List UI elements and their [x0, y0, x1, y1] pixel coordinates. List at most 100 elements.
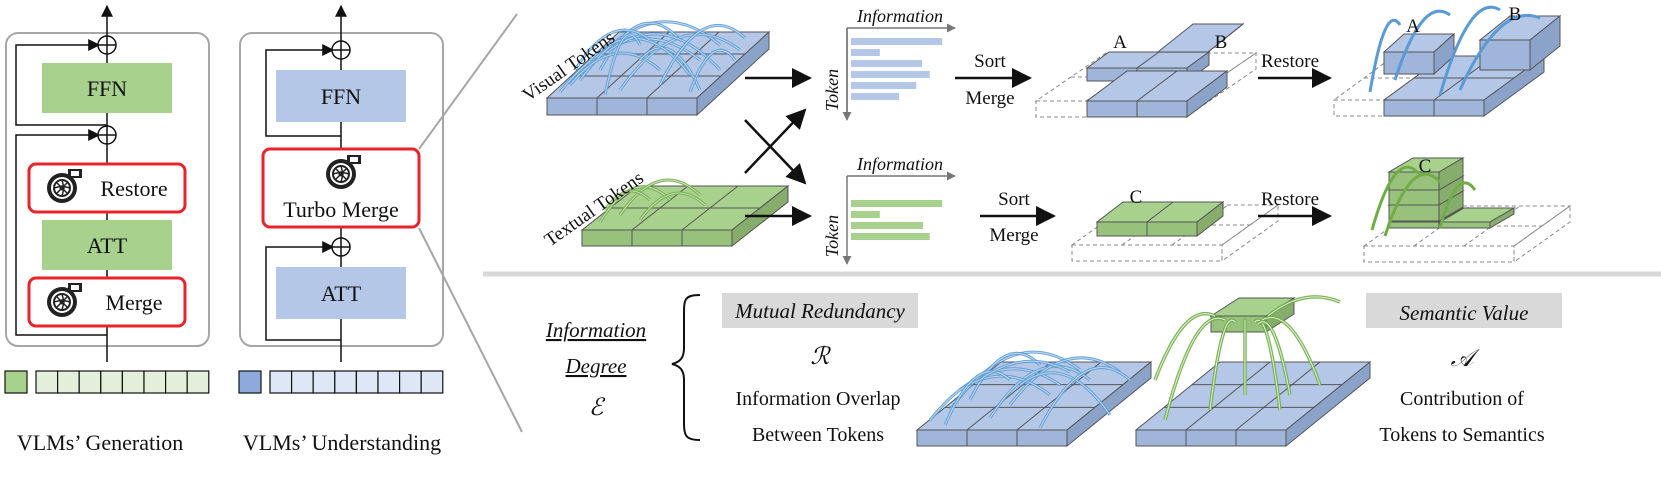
- token-cell: [100, 370, 124, 394]
- textual-merge-label: Merge: [989, 225, 1038, 246]
- attention-link-highlight: [944, 370, 1011, 426]
- semantic-link-highlight: [1254, 319, 1281, 411]
- semantic-link-highlight: [1257, 321, 1291, 396]
- slab-side: [1438, 157, 1464, 191]
- information-bar: [851, 71, 930, 78]
- visual-info-axis-label: Information: [856, 6, 943, 26]
- textual-info-axis-label: Information: [856, 154, 943, 174]
- token-cell: [165, 370, 188, 394]
- flow-arrow: [744, 108, 807, 174]
- und-ffn-label: FFN: [321, 84, 361, 109]
- semantic-desc-line1: Contribution of: [1400, 388, 1524, 410]
- visual-restored-grid: [1332, 5, 1562, 117]
- attention-link-highlight: [599, 186, 671, 223]
- semantic-value-label: Semantic Value: [1400, 301, 1529, 325]
- restored-token-b-label: B: [1509, 4, 1522, 25]
- attention-link: [1370, 165, 1422, 231]
- slab-front: [546, 97, 698, 116]
- slab-side: [1285, 360, 1371, 448]
- textual-information-chart: Information Token: [822, 154, 956, 265]
- visual-information-chart: Information Token: [822, 6, 956, 121]
- slab-front: [1388, 221, 1440, 229]
- token-cell: [291, 370, 314, 394]
- attention-link-highlight: [619, 179, 701, 216]
- information-bar: [851, 38, 943, 45]
- attention-link-highlight: [574, 29, 651, 71]
- understanding-panel: FFN Turbo Merge ATT VLMs’ Understanding: [238, 4, 444, 455]
- attention-link: [1438, 181, 1477, 229]
- token-cell: [143, 370, 167, 394]
- textual-token-axis-label: Token: [822, 215, 842, 257]
- attention-link-highlight: [639, 192, 706, 221]
- information-bar: [851, 211, 880, 218]
- attention-link: [1368, 18, 1402, 93]
- information-bar: [851, 233, 930, 240]
- visual-sort-label: Sort: [974, 51, 1006, 72]
- merged-token-c-label: C: [1130, 187, 1143, 208]
- semantic-desc-line2: Tokens to Semantics: [1379, 424, 1544, 446]
- visual-merge-label: Merge: [965, 88, 1014, 109]
- empty-slot: [1221, 204, 1279, 262]
- slab-side: [1483, 55, 1545, 117]
- redundancy-attention-links: [928, 350, 1131, 429]
- attention-link-highlight: [604, 34, 641, 96]
- empty-slot: [1071, 244, 1223, 262]
- turbo-merge-pipeline: Visual Tokens Textual Tokens Information…: [519, 4, 1572, 265]
- gen-special-token: [4, 370, 28, 394]
- restored-token-a-label: A: [1406, 16, 1420, 37]
- slab-front: [1439, 221, 1491, 229]
- attention-link-highlight: [589, 37, 691, 76]
- semantic-attention-links: [1153, 295, 1341, 421]
- slab-side: [1196, 200, 1224, 238]
- information-label: Information: [545, 318, 646, 342]
- zoom-line: [418, 13, 518, 150]
- slab-front: [1135, 429, 1287, 447]
- redundancy-token-grid: [915, 360, 1153, 448]
- degree-label: Degree: [564, 354, 626, 378]
- visual-merged-grid: [1034, 22, 1258, 118]
- curly-brace: [671, 294, 701, 441]
- information-degree-section: Information Degree ℰ Mutual Redundancy ℛ…: [545, 293, 1562, 448]
- slab-front: [581, 229, 733, 247]
- semantic-link-highlight: [1154, 313, 1216, 381]
- token-cell: [78, 370, 102, 394]
- slab-side: [1186, 70, 1228, 118]
- token-cell: [377, 370, 401, 394]
- slab-side: [1489, 207, 1515, 229]
- token-cell: [35, 370, 59, 394]
- und-caption: VLMs’ Understanding: [243, 430, 441, 455]
- grid-line: [1136, 70, 1178, 102]
- textual-merged-grid: [1070, 200, 1280, 262]
- attention-link: [1438, 5, 1501, 96]
- textual-sort-label: Sort: [998, 189, 1030, 210]
- attention-link-highlight: [969, 352, 1041, 401]
- gen-merge-label: Merge: [105, 290, 162, 315]
- empty-slot: [1513, 205, 1571, 263]
- token-cell: [355, 370, 379, 394]
- gen-ffn-label: FFN: [87, 76, 127, 101]
- information-bar: [851, 222, 923, 229]
- information-bar: [851, 49, 880, 56]
- token-cell: [312, 370, 336, 394]
- information-bar: [851, 60, 923, 67]
- information-bar: [851, 200, 943, 207]
- semantic-value-box: [1366, 293, 1562, 328]
- textual-restored-grid: [1362, 157, 1572, 263]
- mutual-redundancy-box: [722, 293, 918, 328]
- grid-line: [1136, 51, 1160, 69]
- residual-add-node: [331, 237, 351, 257]
- grid-line: [1146, 201, 1174, 223]
- gen-ffn-block: [42, 63, 172, 113]
- gen-caption: VLMs’ Generation: [17, 430, 183, 455]
- attention-link-highlight: [604, 190, 651, 211]
- residual-add-node: [97, 35, 117, 55]
- gen-att-block: [42, 220, 172, 270]
- information-bar: [851, 93, 899, 100]
- attention-link-highlight: [639, 47, 701, 91]
- visual-restore-label: Restore: [1261, 51, 1319, 72]
- attention-link-highlight: [1009, 357, 1121, 406]
- mutual-redundancy-label: Mutual Redundancy: [734, 299, 905, 323]
- degree-symbol: ℰ: [589, 395, 606, 421]
- gen-att-label: ATT: [87, 233, 128, 258]
